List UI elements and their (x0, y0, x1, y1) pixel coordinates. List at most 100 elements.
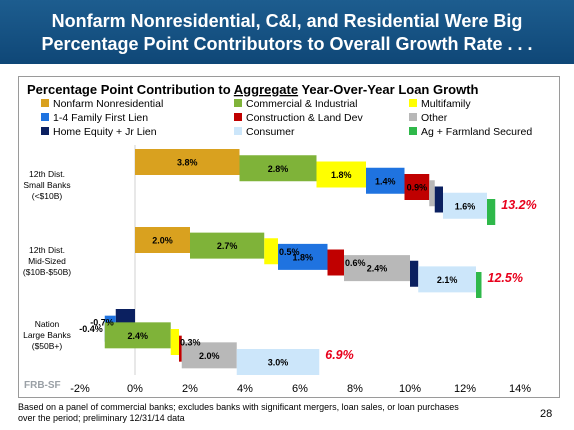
legend-swatch-consumer (234, 127, 242, 135)
chart-panel: Percentage Point Contribution to Aggrega… (18, 76, 560, 398)
legend-item-other: Other (409, 112, 448, 124)
bar-segment-ci (239, 155, 317, 182)
legend-swatch-multifamily (409, 99, 417, 107)
chart-title: Percentage Point Contribution to Aggrega… (27, 82, 479, 97)
legend-item-nonfarm: Nonfarm Nonresidential (41, 98, 163, 110)
slide-title: Nonfarm Nonresidential, C&I, and Residen… (0, 10, 574, 56)
bar-segment-consumer (418, 266, 476, 293)
data-label: 2.4% (127, 331, 148, 341)
legend-label-multifamily: Multifamily (421, 98, 471, 110)
data-label: 1.8% (331, 170, 352, 180)
legend-label-family14: 1-4 Family First Lien (53, 112, 148, 124)
legend-item-home_equity: Home Equity + Jr Lien (41, 126, 157, 138)
legend-label-consumer: Consumer (246, 126, 295, 138)
data-label: 1.4% (375, 176, 396, 186)
bar-segment-nonfarm (135, 149, 240, 175)
legend-label-other: Other (421, 112, 448, 124)
bar-segment-construction (327, 249, 344, 276)
bar-segment-ci (190, 232, 265, 259)
bar-segment-other (181, 342, 237, 369)
bar-segment-other (429, 180, 435, 207)
legend-label-ci: Commercial & Industrial (246, 98, 357, 110)
total-label: 13.2% (501, 198, 536, 212)
legend-swatch-construction (234, 113, 242, 121)
bar-segment-multifamily (264, 238, 278, 265)
bar-segment-ag (487, 199, 496, 225)
data-label: 1.8% (292, 252, 313, 262)
bar-segment-ag (476, 272, 482, 298)
legend-item-ci: Commercial & Industrial (234, 98, 357, 110)
footnote: Based on a panel of commercial banks; ex… (18, 402, 518, 424)
legend-swatch-ag (409, 127, 417, 135)
legend-label-construction: Construction & Land Dev (246, 112, 363, 124)
bar-segment-home_equity (434, 186, 443, 213)
total-label: 6.9% (325, 348, 354, 362)
bar-segment-consumer (236, 349, 320, 375)
legend-label-home_equity: Home Equity + Jr Lien (53, 126, 157, 138)
waterfall-chart: Percentage Point Contribution to Aggrega… (23, 82, 537, 395)
data-label: -0.4% (79, 324, 103, 334)
legend-item-construction: Construction & Land Dev (234, 112, 363, 124)
x-tick-label: -2% (70, 383, 90, 395)
bar-segment-construction (179, 335, 182, 362)
slide-title-line-1: Nonfarm Nonresidential, C&I, and Residen… (51, 11, 523, 31)
data-label: 2.1% (437, 275, 458, 285)
title-banner: Nonfarm Nonresidential, C&I, and Residen… (0, 0, 574, 64)
x-tick-label: 8% (347, 383, 363, 395)
x-tick-label: 6% (292, 383, 308, 395)
x-tick-label: 0% (127, 383, 143, 395)
chart-title-suffix: Year-Over-Year Loan Growth (298, 82, 478, 97)
data-label: 2.8% (268, 164, 289, 174)
legend-label-nonfarm: Nonfarm Nonresidential (53, 98, 163, 110)
data-label: 0.9% (407, 183, 428, 193)
data-label: 2.0% (152, 236, 173, 246)
legend-swatch-family14 (41, 113, 49, 121)
legend-item-consumer: Consumer (234, 126, 295, 138)
category-label: Nation Large Banks ($50B+) (23, 319, 71, 351)
legend-label-ag: Ag + Farmland Secured (421, 126, 532, 138)
data-labels: 3.8% 2.8% 1.8% 1.4% 0.9% 1.6% 13.2% 2.0% 2.7% 0.5… (79, 158, 536, 368)
legend: Nonfarm Nonresidential Commercial & Indus… (41, 98, 532, 138)
bar-segment-family14 (278, 243, 328, 270)
x-tick-label: 2% (182, 383, 198, 395)
bar-segment-nonfarm (135, 227, 190, 253)
footnote-line-2: over the period; preliminary 12/31/14 da… (18, 413, 185, 423)
data-label: 0.5% (279, 247, 300, 257)
data-label: 2.7% (217, 241, 238, 251)
chart-title-prefix: Percentage Point Contribution to (27, 82, 234, 97)
legend-item-ag: Ag + Farmland Secured (409, 126, 532, 138)
bar-segment-consumer (443, 192, 487, 219)
bar-segment-other (344, 255, 410, 282)
data-label: 3.8% (177, 158, 198, 168)
bar-segments (104, 149, 496, 375)
bar-segment-family14 (366, 167, 405, 194)
legend-swatch-nonfarm (41, 99, 49, 107)
bar-segment-construction (404, 174, 430, 200)
footnote-line-1: Based on a panel of commercial banks; ex… (18, 402, 459, 412)
chart-title-emphasis: Aggregate (234, 82, 298, 97)
category-labels: 12th Dist. Small Banks (<$10B) 12th Dist. Mi… (23, 169, 71, 351)
data-label: 2.0% (199, 351, 220, 361)
data-label: 2.4% (367, 264, 388, 274)
data-label: 0.3% (180, 338, 201, 348)
x-tick-label: 14% (509, 383, 531, 395)
data-label: -0.7% (90, 318, 114, 328)
category-label: 12th Dist. Small Banks (<$10B) (23, 169, 70, 201)
source-watermark: FRB-SF (24, 380, 61, 391)
bar-segment-ci (104, 322, 171, 349)
x-tick-label: 10% (399, 383, 421, 395)
x-tick-label: 12% (454, 383, 476, 395)
page-number: 28 (540, 408, 553, 420)
x-axis-tick-labels: -2% 0% 2% 4% 6% 8% 10% 12% 14% (70, 383, 531, 395)
data-label: 3.0% (268, 358, 289, 368)
total-label: 12.5% (488, 271, 523, 285)
bar-segment-home_equity (410, 260, 419, 287)
x-tick-label: 4% (237, 383, 253, 395)
legend-swatch-ci (234, 99, 242, 107)
slide-title-line-2: Percentage Point Contributors to Overall… (41, 34, 533, 54)
category-label: 12th Dist. Mid-Sized ($10B-$50B) (23, 245, 71, 277)
data-label: 1.6% (455, 201, 476, 211)
bar-segment-multifamily (170, 329, 179, 355)
legend-item-multifamily: Multifamily (409, 98, 471, 110)
legend-item-family14: 1-4 Family First Lien (41, 112, 148, 124)
